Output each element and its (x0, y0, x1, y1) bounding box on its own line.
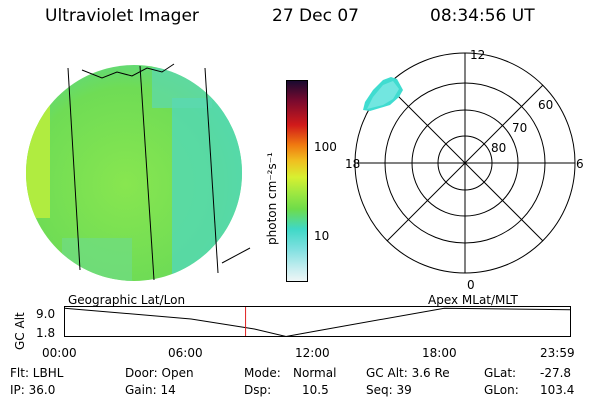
seq-info: Seq: 39 (366, 383, 412, 397)
door-info: Door: Open (125, 366, 194, 380)
polar-label-12: 12 (470, 48, 486, 62)
strip-ylabel: GC Alt (13, 312, 27, 350)
glat-label: GLat: (484, 366, 517, 380)
filter-info: Flt: LBHL (10, 366, 64, 380)
colorbar-unit-label: photon cm⁻²s⁻¹ (265, 152, 279, 245)
glat-value: -27.8 (540, 366, 572, 380)
colorbar-tick-100: 100 (314, 140, 337, 154)
polar-ring-70: 70 (512, 121, 528, 135)
mode-label: Mode: (244, 366, 281, 380)
strip-frame (64, 306, 571, 337)
uv-image-geographic[interactable] (22, 58, 252, 288)
instrument-title: Ultraviolet Imager (45, 6, 199, 26)
glon-label: GLon: (484, 383, 519, 397)
x-tick-0600: 06:00 (168, 346, 203, 360)
polar-label-0: 0 (467, 278, 475, 292)
dsp-label: Dsp: (244, 383, 272, 397)
x-tick-2359: 23:59 (540, 346, 575, 360)
dsp-value: 10.5 (302, 383, 329, 397)
x-tick-0000: 00:00 (42, 346, 77, 360)
ip-info: IP: 36.0 (10, 383, 56, 397)
uv-image-polar[interactable] (345, 45, 585, 285)
glon-value: 103.4 (540, 383, 575, 397)
colorbar-tick-10: 10 (314, 229, 330, 243)
apex-label: Apex MLat/MLT (428, 293, 518, 307)
x-tick-1200: 12:00 (295, 346, 330, 360)
date-label: 27 Dec 07 (272, 6, 359, 26)
altitude-strip-chart[interactable] (64, 306, 574, 340)
polar-ring-60: 60 (538, 98, 554, 112)
gc-alt-info: GC Alt: 3.6 Re (366, 366, 450, 380)
altitude-line (64, 307, 571, 338)
x-tick-1800: 18:00 (422, 346, 457, 360)
polar-label-6: 6 (576, 157, 584, 171)
color-scale-bar (286, 80, 308, 282)
strip-ymin: 1.8 (36, 326, 56, 340)
polar-label-18: 18 (345, 157, 361, 171)
polar-ring-80: 80 (491, 141, 507, 155)
time-label: 08:34:56 UT (430, 6, 535, 26)
geographic-label: Geographic Lat/Lon (68, 293, 186, 307)
strip-ymax: 9.0 (36, 307, 56, 321)
mode-value: Normal (293, 366, 337, 380)
gain-info: Gain: 14 (125, 383, 176, 397)
